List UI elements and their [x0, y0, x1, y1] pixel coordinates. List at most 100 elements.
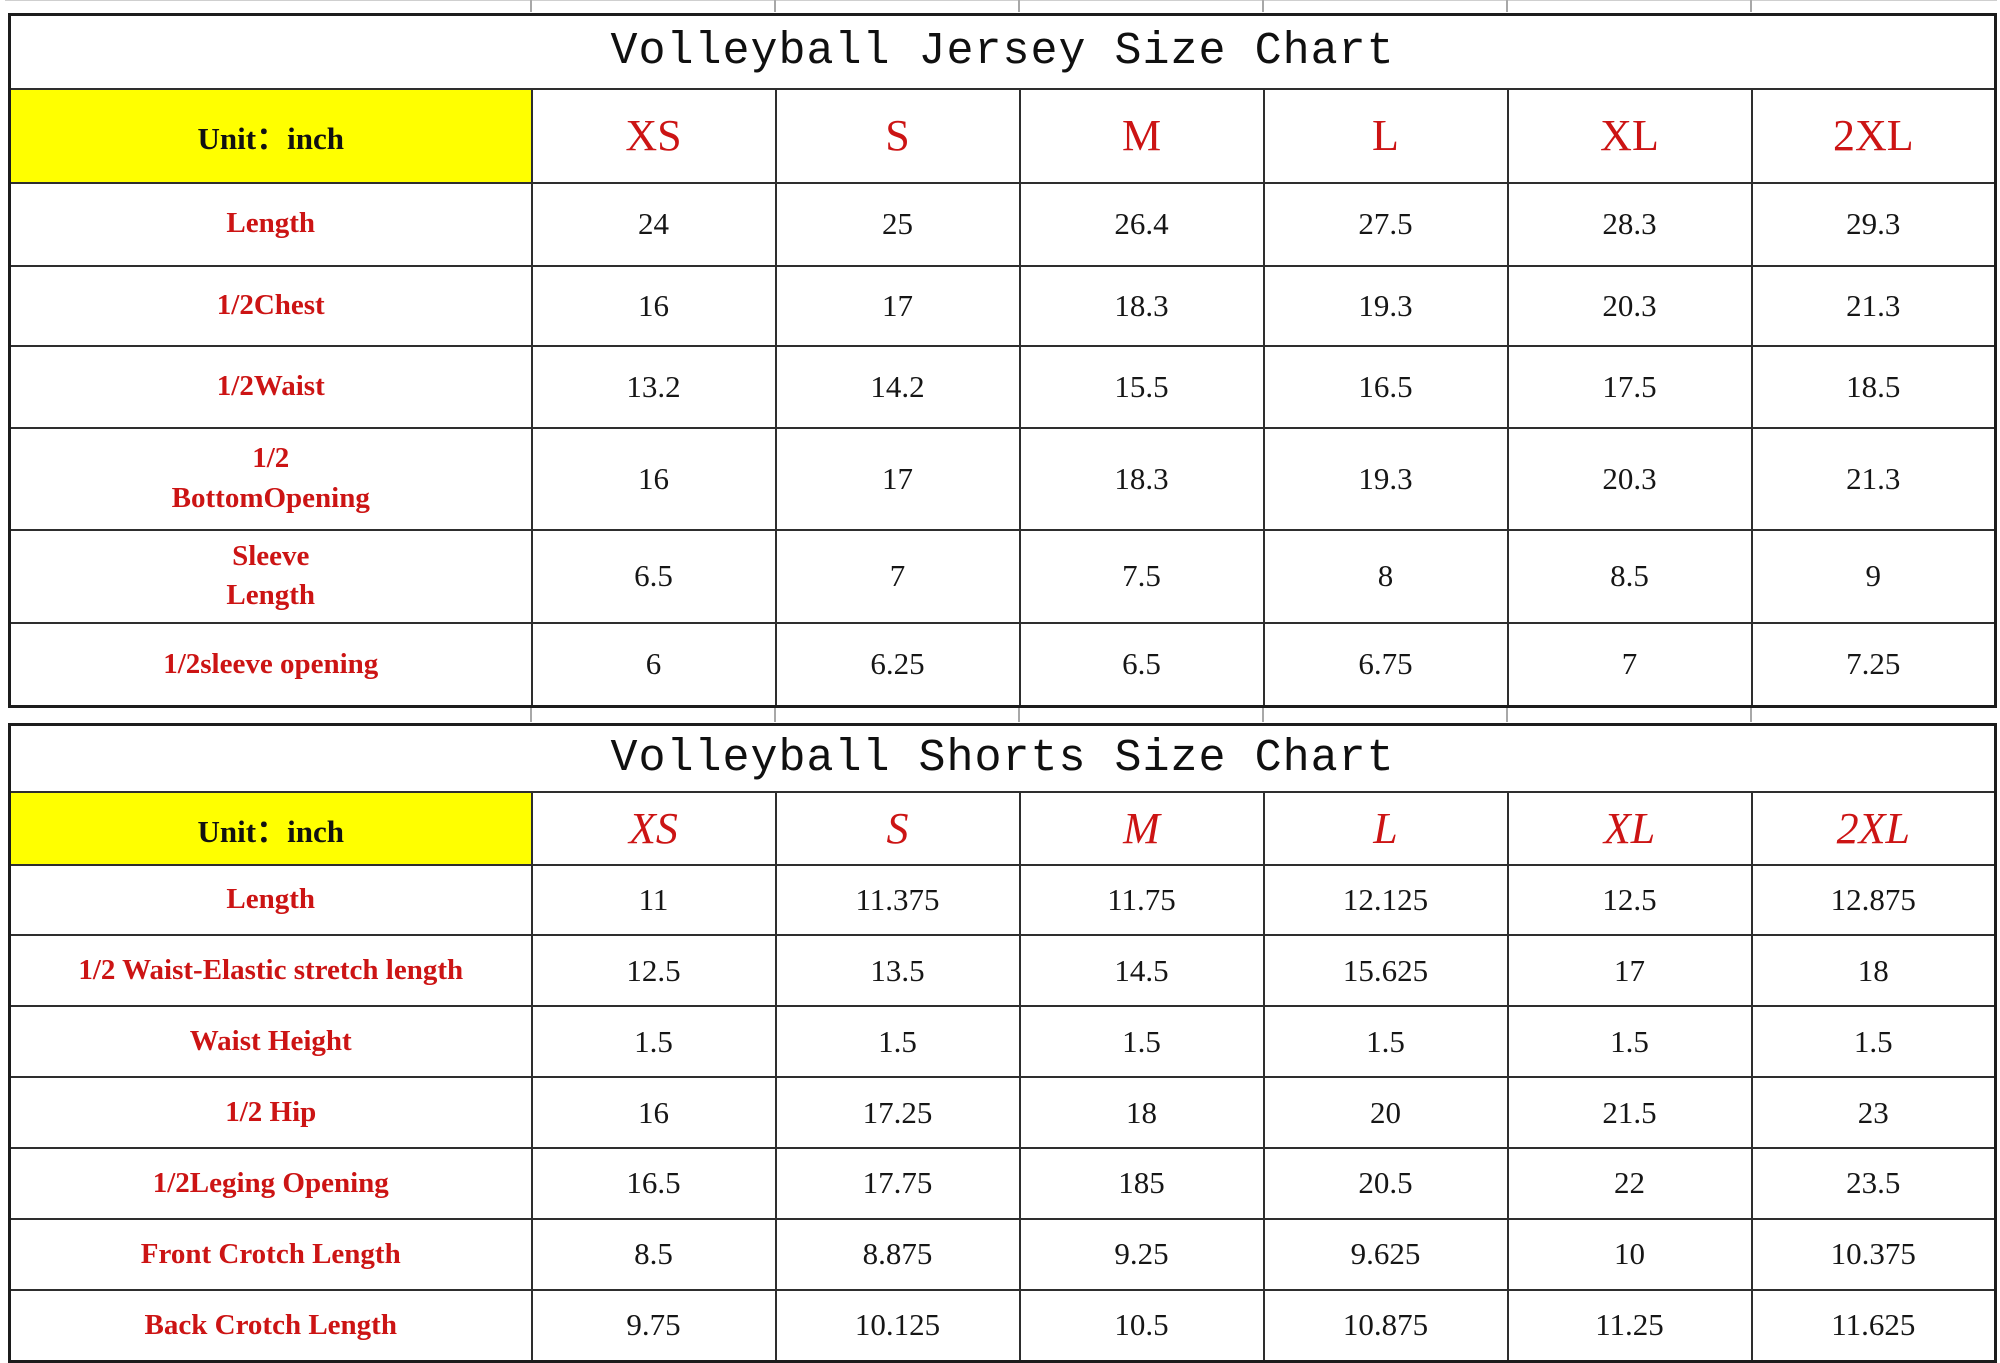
size-header-2xl: 2XL — [1750, 87, 1997, 184]
table-row: 1/2 Hip 16 17.25 18 20 21.5 23 — [8, 1076, 1997, 1149]
size-header-xs: XS — [530, 87, 777, 184]
value-cell: 13.2 — [530, 344, 777, 429]
size-header-m: M — [1018, 790, 1265, 866]
value-cell: 17 — [774, 426, 1021, 531]
value-cell: 11.375 — [774, 863, 1021, 937]
value-cell: 18 — [1018, 1076, 1265, 1149]
jersey-size-table: Volleyball Jersey Size Chart Unit：inch X… — [8, 13, 1998, 708]
value-cell: 16 — [530, 264, 777, 347]
row-label: 1/2sleeve opening — [8, 621, 533, 708]
value-cell: 1.5 — [1506, 1005, 1753, 1079]
table-row: Length 24 25 26.4 27.5 28.3 29.3 — [8, 181, 1997, 267]
size-header-l: L — [1262, 87, 1509, 184]
shorts-size-table: Volleyball Shorts Size Chart Unit：inch X… — [8, 723, 1998, 1363]
value-cell: 20.3 — [1506, 426, 1753, 531]
gridline-tick — [1506, 0, 1508, 12]
value-cell: 11.75 — [1018, 863, 1265, 937]
value-cell: 7.25 — [1750, 621, 1997, 708]
value-cell: 18.3 — [1018, 426, 1265, 531]
size-header-l: L — [1262, 790, 1509, 866]
value-cell: 12.125 — [1262, 863, 1509, 937]
table-row: Back Crotch Length 9.75 10.125 10.5 10.875 11… — [8, 1288, 1997, 1363]
value-cell: 8.875 — [774, 1217, 1021, 1291]
table-row: 1/2sleeve opening 6 6.25 6.5 6.75 7 7.25 — [8, 621, 1997, 708]
gridline-tick — [774, 706, 776, 722]
table-row: 1/2Waist 13.2 14.2 15.5 16.5 17.5 18.5 — [8, 344, 1997, 429]
value-cell: 9.25 — [1018, 1217, 1265, 1291]
size-header-xl: XL — [1506, 87, 1753, 184]
table-title-row: Volleyball Shorts Size Chart — [8, 723, 1997, 793]
size-header-row: Unit：inch XS S M L XL 2XL — [8, 87, 1997, 184]
value-cell: 10.875 — [1262, 1288, 1509, 1363]
value-cell: 25 — [774, 181, 1021, 267]
value-cell: 8.5 — [530, 1217, 777, 1291]
value-cell: 26.4 — [1018, 181, 1265, 267]
value-cell: 7 — [774, 528, 1021, 624]
value-cell: 20.5 — [1262, 1147, 1509, 1220]
gridline-tick — [1506, 706, 1508, 722]
value-cell: 1.5 — [530, 1005, 777, 1079]
row-label: 1/2Chest — [8, 264, 533, 347]
value-cell: 20 — [1262, 1076, 1509, 1149]
table-row: 1/2 Waist-Elastic stretch length 12.5 13.5… — [8, 934, 1997, 1008]
value-cell: 17.75 — [774, 1147, 1021, 1220]
value-cell: 1.5 — [774, 1005, 1021, 1079]
value-cell: 7 — [1506, 621, 1753, 708]
table-row: 1/2 BottomOpening 16 17 18.3 19.3 20.3 21.3 — [8, 426, 1997, 531]
value-cell: 8.5 — [1506, 528, 1753, 624]
table-title-row: Volleyball Jersey Size Chart — [8, 13, 1997, 90]
unit-label-cell: Unit：inch — [8, 87, 533, 184]
table-row: Sleeve Length 6.5 7 7.5 8 8.5 9 — [8, 528, 1997, 624]
value-cell: 6.5 — [530, 528, 777, 624]
row-label: 1/2 BottomOpening — [8, 426, 533, 531]
value-cell: 21.5 — [1506, 1076, 1753, 1149]
value-cell: 22 — [1506, 1147, 1753, 1220]
value-cell: 27.5 — [1262, 181, 1509, 267]
gridline-tick — [1262, 706, 1264, 722]
value-cell: 10.5 — [1018, 1288, 1265, 1363]
row-label: Sleeve Length — [8, 528, 533, 624]
value-cell: 19.3 — [1262, 264, 1509, 347]
row-label: Length — [8, 863, 533, 937]
gridline-tick — [530, 706, 532, 722]
size-header-2xl: 2XL — [1750, 790, 1997, 866]
value-cell: 16 — [530, 1076, 777, 1149]
row-label: 1/2 Waist-Elastic stretch length — [8, 934, 533, 1008]
top-hairline — [5, 0, 1997, 1]
value-cell: 12.875 — [1750, 863, 1997, 937]
table-row: Waist Height 1.5 1.5 1.5 1.5 1.5 1.5 — [8, 1005, 1997, 1079]
value-cell: 11.25 — [1506, 1288, 1753, 1363]
value-cell: 11.625 — [1750, 1288, 1997, 1363]
gridline-tick — [1262, 0, 1264, 12]
value-cell: 11 — [530, 863, 777, 937]
row-label: 1/2Leging Opening — [8, 1147, 533, 1220]
value-cell: 23.5 — [1750, 1147, 1997, 1220]
gridline-tick — [774, 0, 776, 12]
value-cell: 18.5 — [1750, 344, 1997, 429]
size-header-row: Unit：inch XS S M L XL 2XL — [8, 790, 1997, 866]
gridline-tick — [1750, 706, 1752, 722]
gridline-tick — [530, 0, 532, 12]
value-cell: 8 — [1262, 528, 1509, 624]
row-label: Length — [8, 181, 533, 267]
value-cell: 29.3 — [1750, 181, 1997, 267]
value-cell: 6.25 — [774, 621, 1021, 708]
value-cell: 7.5 — [1018, 528, 1265, 624]
value-cell: 185 — [1018, 1147, 1265, 1220]
value-cell: 10 — [1506, 1217, 1753, 1291]
value-cell: 20.3 — [1506, 264, 1753, 347]
size-header-xs: XS — [530, 790, 777, 866]
table-row: 1/2Chest 16 17 18.3 19.3 20.3 21.3 — [8, 264, 1997, 347]
table-row: 1/2Leging Opening 16.5 17.75 185 20.5 22 23.5 — [8, 1147, 1997, 1220]
row-label: Back Crotch Length — [8, 1288, 533, 1363]
value-cell: 17 — [1506, 934, 1753, 1008]
value-cell: 1.5 — [1018, 1005, 1265, 1079]
value-cell: 15.625 — [1262, 934, 1509, 1008]
size-header-s: S — [774, 87, 1021, 184]
value-cell: 21.3 — [1750, 426, 1997, 531]
size-header-xl: XL — [1506, 790, 1753, 866]
value-cell: 6 — [530, 621, 777, 708]
value-cell: 21.3 — [1750, 264, 1997, 347]
value-cell: 16.5 — [1262, 344, 1509, 429]
